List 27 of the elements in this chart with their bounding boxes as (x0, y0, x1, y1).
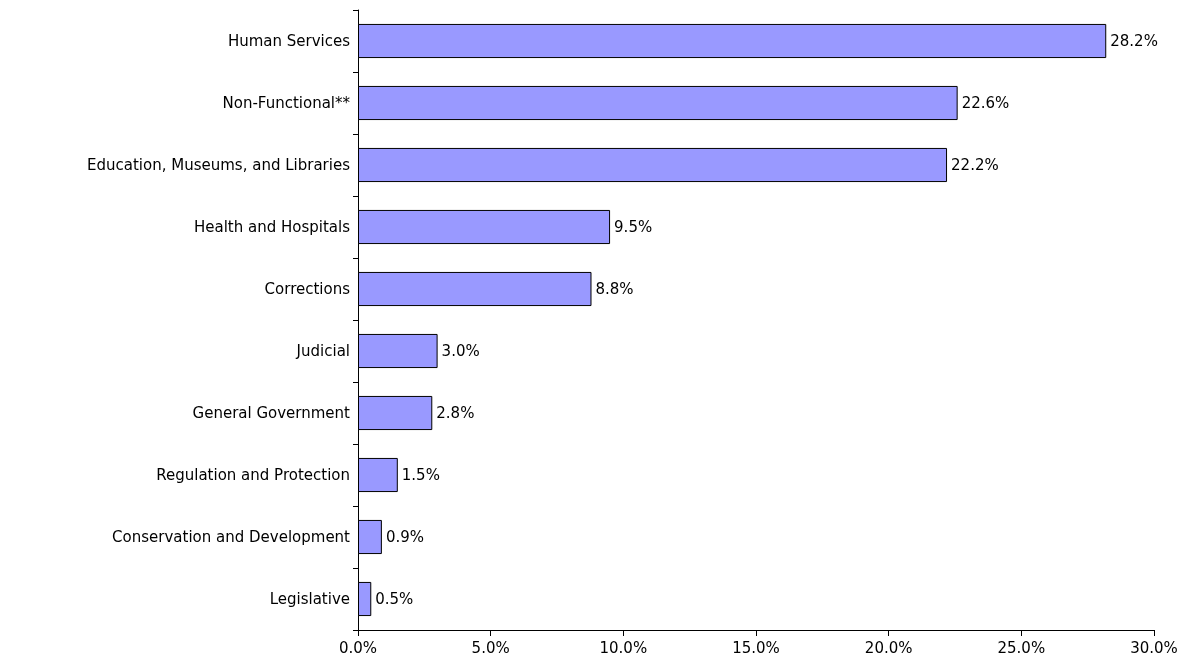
data-label: 9.5% (614, 218, 653, 236)
data-label: 28.2% (1110, 32, 1158, 50)
y-tick-label: Corrections (264, 280, 351, 298)
x-tick-label: 25.0% (997, 638, 1046, 657)
y-tick-label: Health and Hospitals (193, 218, 351, 236)
y-tick-label: Human Services (227, 32, 351, 50)
data-label: 22.6% (961, 94, 1010, 112)
x-tick-label: 15.0% (732, 638, 780, 657)
data-label: 8.8% (595, 280, 634, 298)
y-tick-label: Regulation and Protection (156, 466, 350, 484)
data-label: 3.0% (441, 342, 480, 360)
x-tick-label: 10.0% (599, 638, 648, 657)
y-tick-label: Conservation and Development (112, 528, 351, 546)
data-label: 22.2% (951, 156, 999, 174)
y-tick-label: Legislative (269, 590, 350, 608)
data-label: 2.8% (436, 404, 475, 422)
x-tick-label: 20.0% (864, 638, 913, 657)
x-tick-label: 5.0% (471, 638, 510, 657)
y-tick-label: Judicial (295, 342, 350, 360)
y-tick-label: General Government (192, 404, 351, 422)
y-tick-label: Non-Functional** (222, 94, 351, 112)
data-label: 1.5% (401, 466, 440, 484)
data-label: 0.5% (375, 590, 414, 608)
x-tick-label: 30.0% (1130, 638, 1178, 657)
y-tick-label: Education, Museums, and Libraries (87, 156, 351, 174)
x-tick-label: 0.0% (338, 638, 378, 657)
data-label: 0.9% (385, 528, 424, 546)
